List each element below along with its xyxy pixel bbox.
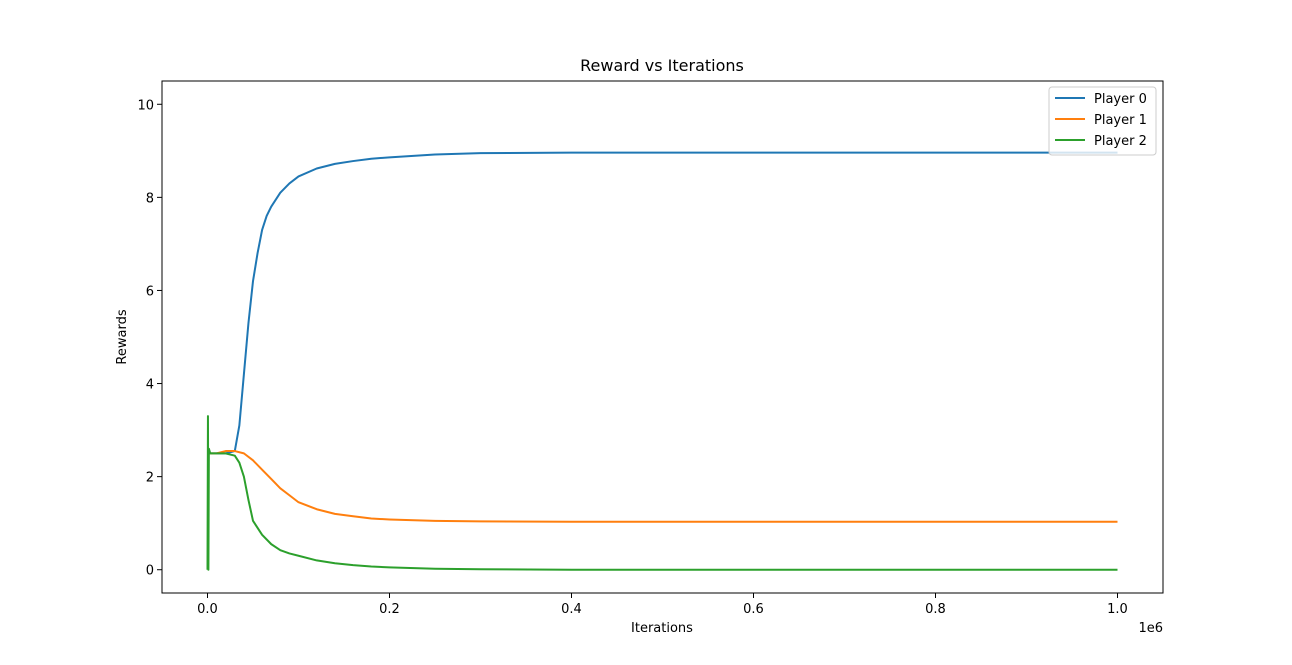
x-tick-label: 0.4 xyxy=(561,602,582,617)
x-axis-label: Iterations xyxy=(631,621,693,636)
chart-title: Reward vs Iterations xyxy=(580,56,744,75)
x-axis-ticks: 0.0 0.2 0.4 0.6 0.8 1.0 xyxy=(197,593,1128,617)
x-tick-label: 0.2 xyxy=(379,602,400,617)
y-tick-label: 4 xyxy=(146,378,154,393)
y-tick-label: 0 xyxy=(146,564,154,579)
series-line-player-2 xyxy=(206,415,1118,571)
plot-area: 0.0 0.2 0.4 0.6 0.8 1.0 0 2 4 6 8 10 xyxy=(137,80,1164,617)
y-axis-label: Rewards xyxy=(115,309,130,364)
legend: Player 0 Player 1 Player 2 xyxy=(1048,86,1157,156)
legend-box xyxy=(1048,86,1157,156)
x-tick-label: 0.0 xyxy=(197,602,218,617)
y-axis-ticks: 0 2 4 6 8 10 xyxy=(137,98,162,579)
series-line-player-0 xyxy=(207,151,1118,455)
y-tick-label: 8 xyxy=(146,191,154,206)
x-tick-label: 0.6 xyxy=(743,602,764,617)
y-tick-label: 2 xyxy=(146,471,154,486)
x-tick-label: 1.0 xyxy=(1107,602,1128,617)
y-tick-label: 6 xyxy=(146,284,154,299)
legend-label-player-2: Player 2 xyxy=(1094,134,1147,149)
legend-label-player-1: Player 1 xyxy=(1094,113,1147,128)
series-layer xyxy=(206,151,1118,571)
x-tick-label: 0.8 xyxy=(925,602,946,617)
plot-frame xyxy=(161,80,1164,594)
x-axis-offset-label: 1e6 xyxy=(1138,621,1163,636)
legend-label-player-0: Player 0 xyxy=(1094,92,1147,107)
series-line-player-1 xyxy=(207,450,1118,523)
y-tick-label: 10 xyxy=(137,98,154,113)
